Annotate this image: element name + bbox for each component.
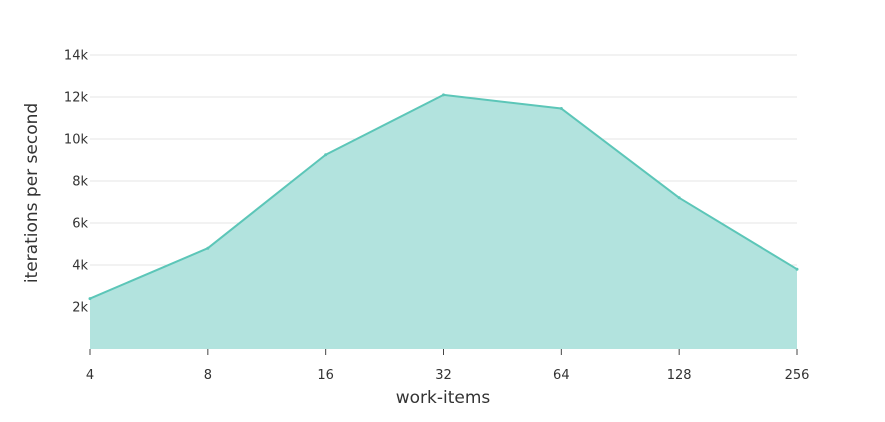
data-point <box>88 297 92 301</box>
x-tick-label: 128 <box>667 368 692 383</box>
x-tick-label: 64 <box>553 368 570 383</box>
x-tick-label: 4 <box>86 368 94 383</box>
y-tick-label: 14k <box>64 49 89 64</box>
y-tick-label: 6k <box>72 217 88 232</box>
y-tick-label: 2k <box>72 301 88 316</box>
y-tick-label: 10k <box>64 133 89 148</box>
x-tick-label: 8 <box>204 368 212 383</box>
y-tick-label: 4k <box>72 259 88 274</box>
x-tick-label: 16 <box>317 368 334 383</box>
data-point <box>677 196 681 200</box>
x-axis-title: work-items <box>396 388 491 408</box>
x-tick-label: 256 <box>785 368 810 383</box>
data-point <box>206 246 210 250</box>
data-point <box>324 153 328 157</box>
plot-area <box>88 93 799 350</box>
y-axis-title: iterations per second <box>22 103 42 283</box>
y-tick-label: 8k <box>72 175 88 190</box>
data-point <box>442 93 445 97</box>
data-point <box>795 267 799 271</box>
y-axis: 2k 4k 6k 8k 10k 12k 14k <box>64 49 89 316</box>
data-point <box>559 107 563 111</box>
x-tick-label: 32 <box>435 368 452 383</box>
x-axis: 4 8 16 32 64 128 256 <box>86 349 810 383</box>
y-tick-label: 12k <box>64 91 89 106</box>
area-fill <box>90 94 797 350</box>
